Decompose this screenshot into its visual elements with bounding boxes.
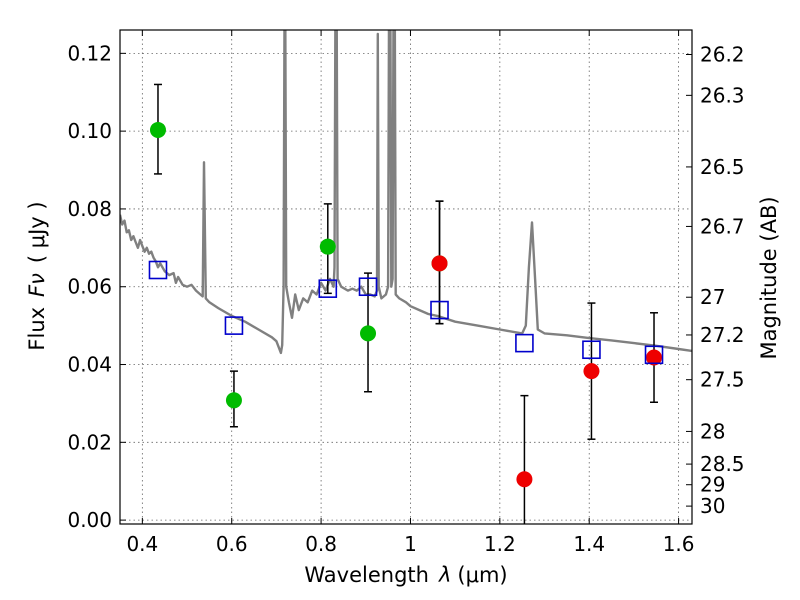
x-axis-title-symbol: λ — [438, 563, 451, 587]
data-points-layer — [148, 83, 664, 524]
x-axis-title-units: (μm) — [457, 563, 507, 587]
green-point-0 — [149, 121, 166, 138]
model-square-2 — [318, 279, 338, 298]
x-axis-title: Wavelength λ (μm) — [304, 563, 507, 587]
y2-tick-label-6: 27.5 — [700, 368, 745, 392]
axis-ticks: 0.4 0.6 0.8 1 1.2 1.4 1.6 0.00 0.02 0.04 0.06 0.08 0… — [67, 30, 745, 556]
y-axis-title: Flux Fν ( μJy ) — [25, 201, 49, 350]
y-axis-title-symbol: Fν — [25, 273, 49, 297]
y-tick-label-6: 0.12 — [67, 41, 112, 65]
y2-tick-label-1: 26.3 — [700, 83, 745, 107]
x-tick-label-6: 1.6 — [663, 532, 695, 556]
x-axis-title-prefix: Wavelength — [304, 563, 429, 587]
green-point-1 — [225, 392, 242, 409]
model-square-6 — [582, 340, 601, 360]
x-tick-label-2: 0.8 — [305, 532, 337, 556]
grid — [120, 30, 692, 524]
model-template-line — [120, 30, 692, 355]
x-tick-label-4: 1.2 — [484, 532, 516, 556]
x-tick-label-3: 1 — [404, 532, 417, 556]
green-point-3 — [360, 325, 377, 342]
red-point-1 — [516, 471, 533, 488]
red-point-2 — [583, 363, 600, 380]
x-tick-label-0: 0.4 — [126, 532, 158, 556]
y-tick-label-2: 0.04 — [67, 353, 112, 377]
y2-tick-label-10: 30 — [700, 494, 725, 518]
y2-axis-title: Magnitude (AB) — [757, 196, 781, 359]
plot-frame — [119, 29, 693, 525]
y-tick-label-3: 0.06 — [67, 275, 112, 299]
model-square-5 — [515, 333, 534, 353]
model-template-layer — [120, 30, 692, 355]
model-square-1 — [224, 316, 244, 335]
model-square-3 — [358, 277, 378, 297]
y2-tick-label-3: 26.7 — [700, 214, 745, 238]
y2-tick-label-0: 26.2 — [700, 43, 745, 67]
red-point-0 — [431, 255, 448, 272]
y2-tick-label-4: 27 — [700, 285, 725, 309]
y-tick-label-0: 0.00 — [67, 508, 112, 532]
y2-tick-label-8: 28.5 — [700, 452, 745, 476]
y2-tick-label-7: 28 — [700, 419, 725, 443]
red-point-3 — [646, 349, 663, 366]
y2-tick-label-2: 26.5 — [700, 155, 745, 179]
x-tick-label-5: 1.4 — [573, 532, 605, 556]
y2-tick-label-9: 29 — [700, 473, 725, 497]
y-tick-label-5: 0.10 — [67, 119, 112, 143]
y-tick-label-4: 0.08 — [67, 197, 112, 221]
y2-tick-label-5: 27.2 — [700, 323, 745, 347]
plot-background — [120, 30, 692, 524]
x-tick-label-1: 0.6 — [216, 532, 248, 556]
y-tick-label-1: 0.02 — [67, 430, 112, 454]
model-square-4 — [430, 300, 449, 320]
model-square-0 — [148, 260, 168, 280]
y-axis-title-units: ( μJy ) — [25, 201, 49, 263]
model-square-7 — [644, 345, 664, 365]
green-point-2 — [319, 238, 336, 255]
y-axis-title-prefix: Flux — [25, 307, 49, 351]
